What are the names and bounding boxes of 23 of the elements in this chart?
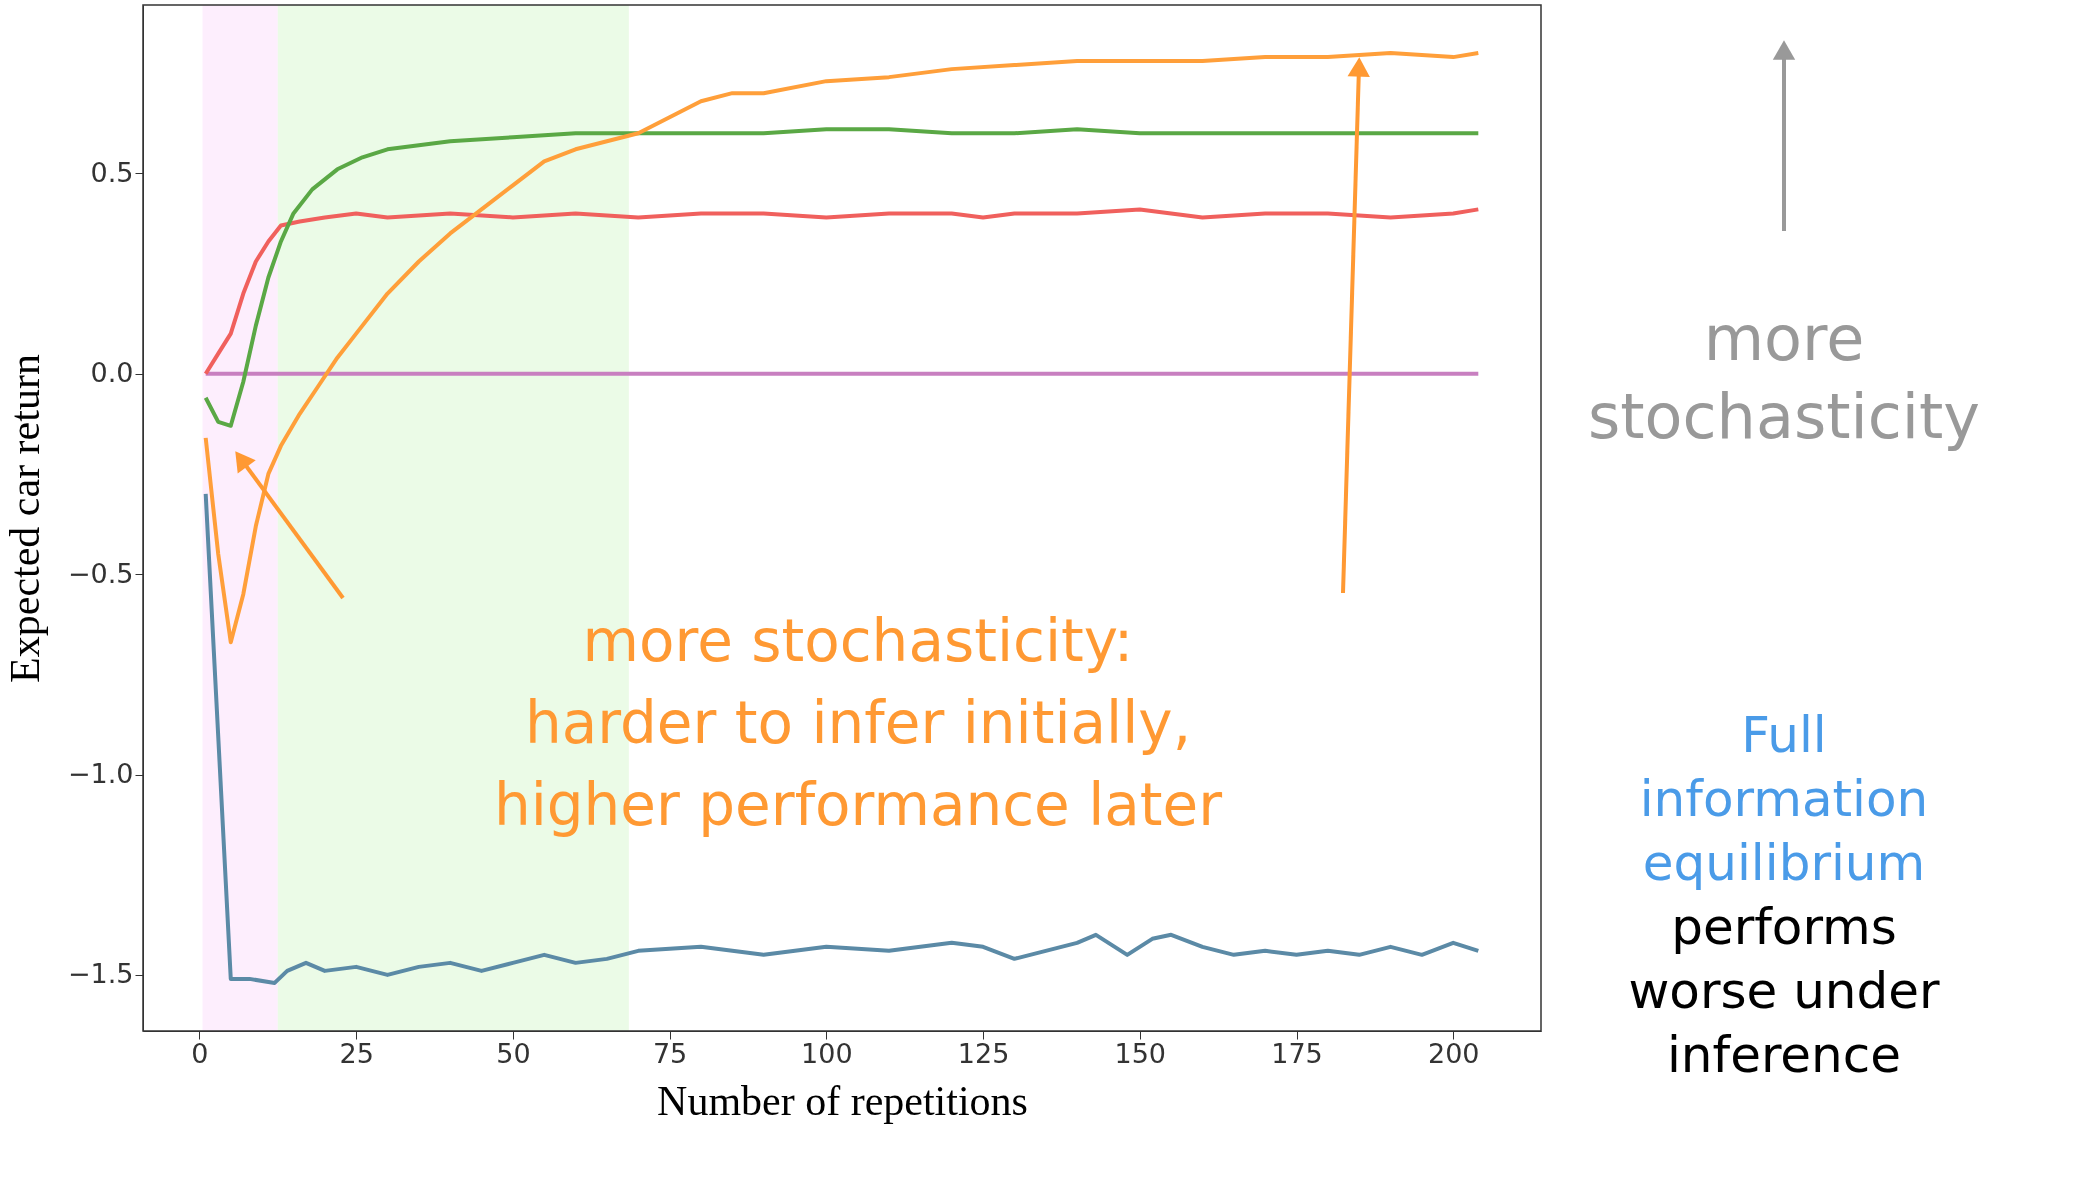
text: more stochasticity — [1587, 302, 1981, 453]
x-tick-label: 150 — [1114, 1037, 1167, 1069]
y-tick-label: −0.5 — [67, 557, 134, 589]
y-tick-label: 0.5 — [90, 156, 134, 188]
annotation: more stochasticity: harder to infer initially, higher performance later — [493, 607, 1223, 839]
x-tick-label: 0 — [191, 1037, 209, 1069]
text: performs worse under inference — [1628, 898, 1941, 1084]
y-axis-title: Expected car return — [1, 354, 48, 683]
x-tick-label: 125 — [957, 1037, 1010, 1069]
x-tick-label: 50 — [496, 1037, 531, 1069]
y-tick-label: −1.0 — [67, 758, 134, 789]
y-tick-label: −1.5 — [67, 958, 134, 990]
x-tick-label: 200 — [1427, 1037, 1480, 1069]
x-tick-label: 100 — [801, 1037, 853, 1069]
x-tick-label: 75 — [652, 1037, 688, 1069]
x-tick-label: 175 — [1271, 1037, 1323, 1069]
line-series — [203, 127, 1481, 428]
x-tick-label: 25 — [339, 1037, 374, 1069]
line-series — [203, 491, 1481, 985]
y-tick-label: 0.0 — [90, 357, 134, 389]
text: Full information equilibrium — [1639, 706, 1929, 892]
line-series — [203, 207, 1481, 376]
x-axis-title: Number of repetitions — [657, 1077, 1028, 1124]
